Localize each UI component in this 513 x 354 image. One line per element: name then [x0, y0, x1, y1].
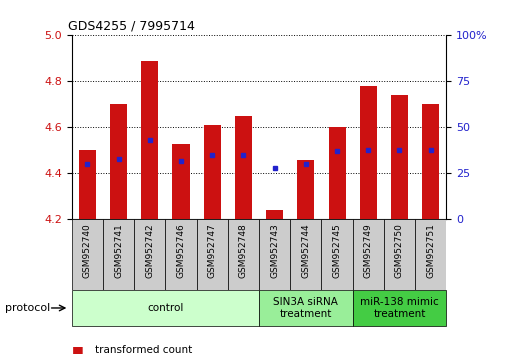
Text: GSM952750: GSM952750	[395, 223, 404, 278]
Text: control: control	[147, 303, 184, 313]
Text: GSM952744: GSM952744	[301, 223, 310, 278]
Text: GSM952741: GSM952741	[114, 223, 123, 278]
Bar	[72, 290, 259, 326]
Text: protocol: protocol	[5, 303, 50, 313]
Bar	[422, 104, 439, 219]
Bar	[79, 150, 96, 219]
Bar	[165, 219, 196, 290]
Bar	[322, 219, 353, 290]
Text: GSM952749: GSM952749	[364, 223, 373, 278]
Text: GSM952747: GSM952747	[208, 223, 217, 278]
Bar	[328, 127, 346, 219]
Bar	[228, 219, 259, 290]
Bar	[360, 86, 377, 219]
Text: GSM952751: GSM952751	[426, 223, 435, 278]
Text: GSM952742: GSM952742	[145, 223, 154, 278]
Bar	[259, 219, 290, 290]
Text: SIN3A siRNA
treatment: SIN3A siRNA treatment	[273, 297, 338, 319]
Text: ■: ■	[72, 344, 84, 354]
Bar	[290, 219, 322, 290]
Bar	[415, 219, 446, 290]
Text: transformed count: transformed count	[95, 346, 192, 354]
Bar	[141, 61, 159, 219]
Text: GSM952748: GSM952748	[239, 223, 248, 278]
Bar	[266, 210, 283, 219]
Bar	[196, 219, 228, 290]
Bar	[134, 219, 165, 290]
Bar	[110, 104, 127, 219]
Text: miR-138 mimic
treatment: miR-138 mimic treatment	[360, 297, 439, 319]
Bar	[72, 219, 103, 290]
Bar	[204, 125, 221, 219]
Text: GDS4255 / 7995714: GDS4255 / 7995714	[68, 20, 195, 33]
Text: GSM952745: GSM952745	[332, 223, 342, 278]
Bar	[235, 116, 252, 219]
Bar	[259, 290, 353, 326]
Bar	[298, 160, 314, 219]
Text: GSM952746: GSM952746	[176, 223, 186, 278]
Bar	[353, 290, 446, 326]
Bar	[103, 219, 134, 290]
Bar	[353, 219, 384, 290]
Text: GSM952740: GSM952740	[83, 223, 92, 278]
Bar	[172, 143, 190, 219]
Bar	[391, 95, 408, 219]
Bar	[384, 219, 415, 290]
Text: GSM952743: GSM952743	[270, 223, 279, 278]
